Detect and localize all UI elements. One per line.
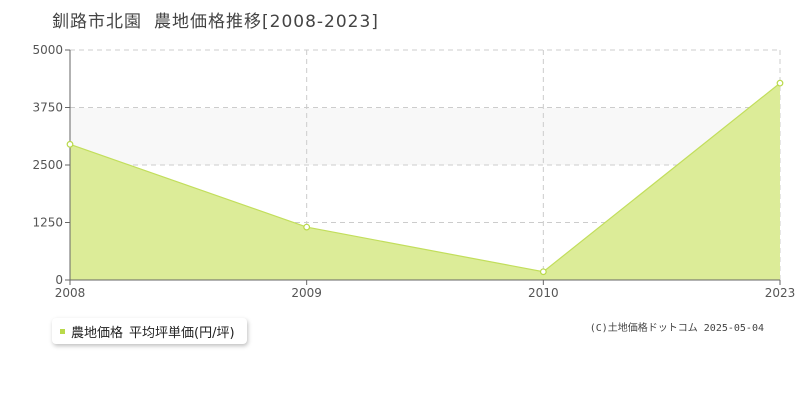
title-subject: 農地価格推移[2008-2023]: [154, 12, 379, 32]
legend-swatch: [60, 328, 65, 334]
data-point: [66, 140, 74, 148]
data-point: [303, 223, 311, 231]
x-tick-label: 2010: [528, 286, 559, 300]
data-point: [776, 79, 784, 87]
y-tick-label: 1250: [32, 216, 63, 230]
y-tick-label: 3750: [32, 101, 63, 115]
legend-unit-label: 平均坪単価(円/坪): [129, 325, 235, 341]
title-place: 釧路市北園: [52, 12, 142, 32]
y-tick-label: 5000: [32, 43, 63, 57]
data-point: [539, 268, 547, 276]
x-tick-labels: 2008 2009 2010 2023: [55, 286, 796, 300]
chart-title: 釧路市北園 農地価格推移[2008-2023]: [52, 7, 379, 32]
axes: [65, 49, 781, 285]
series-line: [69, 82, 781, 273]
copyright-text: (C)土地価格ドットコム 2025-05-04: [589, 323, 764, 334]
chart-band: [70, 108, 780, 165]
legend-series-label: 農地価格: [71, 325, 124, 341]
x-tick-label: 2009: [291, 286, 322, 300]
y-tick-label: 0: [55, 273, 63, 287]
series-area: [70, 83, 780, 281]
y-tick-label: 2500: [32, 158, 63, 172]
x-tick-label: 2023: [765, 286, 796, 300]
legend: 農地価格 平均坪単価(円/坪): [52, 318, 247, 344]
y-tick-labels: 0 1250 2500 3750 5000: [32, 43, 63, 287]
x-tick-label: 2008: [55, 286, 86, 300]
data-points: [66, 79, 784, 276]
